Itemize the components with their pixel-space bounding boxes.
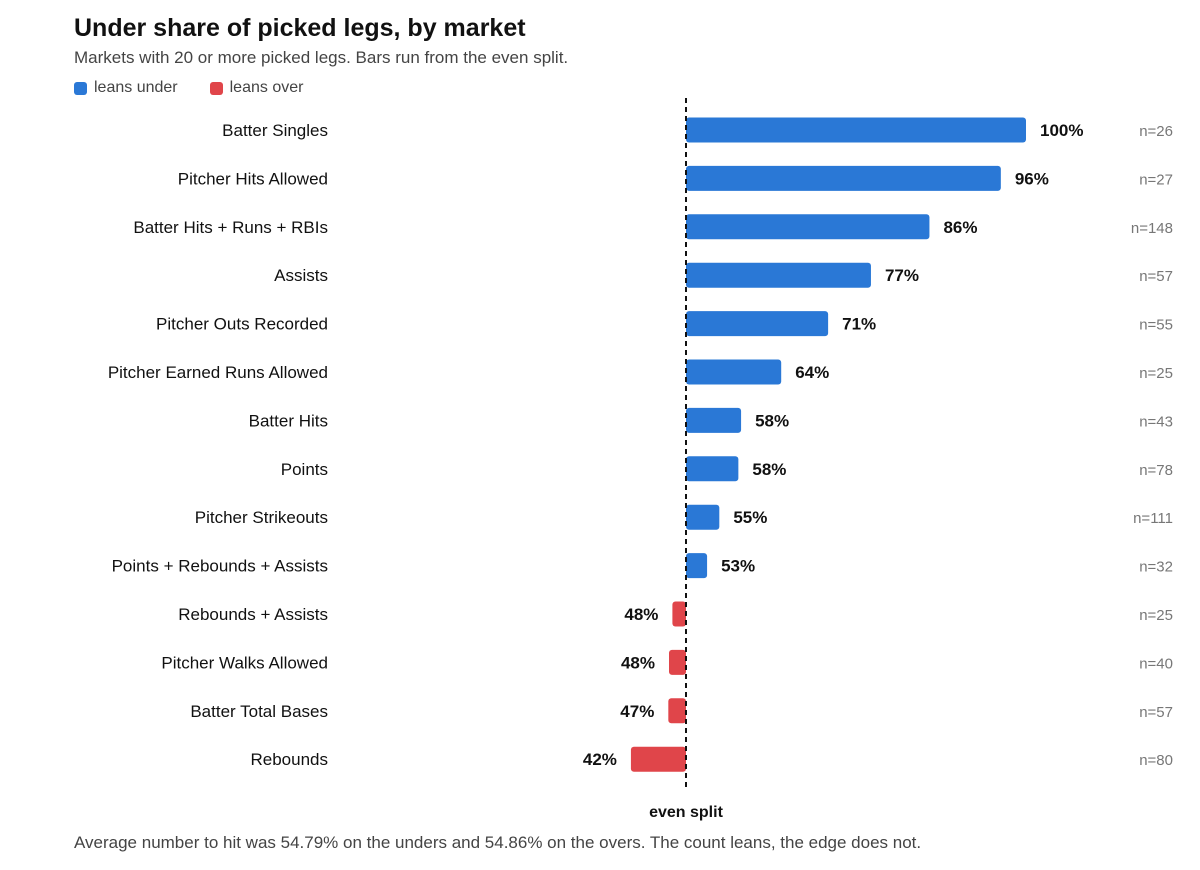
category-label: Pitcher Strikeouts: [195, 508, 328, 527]
sample-size-label: n=25: [1139, 365, 1173, 382]
sample-size-label: n=25: [1139, 607, 1173, 624]
bar: [686, 311, 829, 337]
bar: [686, 553, 708, 579]
category-label: Rebounds: [250, 750, 328, 769]
value-label: 55%: [733, 508, 767, 527]
legend: leans under leans over: [74, 79, 335, 97]
sample-size-label: n=57: [1139, 268, 1173, 285]
value-label: 47%: [620, 702, 654, 721]
sample-size-label: n=55: [1139, 317, 1173, 334]
category-label: Rebounds + Assists: [178, 605, 328, 624]
legend-label-over: leans over: [229, 79, 304, 96]
sample-size-label: n=43: [1139, 413, 1173, 430]
category-label: Points + Rebounds + Assists: [112, 557, 328, 576]
sample-size-label: n=40: [1139, 655, 1173, 672]
category-label: Pitcher Walks Allowed: [161, 653, 328, 672]
sample-size-label: n=78: [1139, 462, 1173, 479]
category-label: Pitcher Outs Recorded: [156, 315, 328, 334]
category-label: Pitcher Hits Allowed: [178, 169, 328, 188]
bar: [686, 165, 1001, 191]
bar: [668, 698, 686, 724]
bar: [672, 601, 686, 627]
value-label: 48%: [624, 605, 658, 624]
value-label: 71%: [842, 315, 876, 334]
legend-swatch-over: [209, 81, 223, 95]
sample-size-label: n=32: [1139, 559, 1173, 576]
even-split-label: even split: [649, 804, 723, 821]
chart-title: Under share of picked legs, by market: [74, 14, 526, 42]
legend-item-under: leans under: [74, 79, 178, 97]
bar: [686, 214, 930, 240]
chart-subtitle: Markets with 20 or more picked legs. Bar…: [74, 48, 569, 67]
bar: [686, 262, 871, 288]
sample-size-label: n=111: [1133, 510, 1173, 527]
category-label: Batter Total Bases: [190, 702, 328, 721]
category-label: Pitcher Earned Runs Allowed: [108, 363, 328, 382]
sample-size-label: n=27: [1139, 171, 1173, 188]
bar: [686, 456, 739, 482]
category-label: Points: [281, 460, 328, 479]
category-label: Batter Hits + Runs + RBIs: [133, 218, 328, 237]
value-label: 58%: [755, 411, 789, 430]
bar: [686, 504, 720, 530]
sample-size-label: n=57: [1139, 704, 1173, 721]
category-label: Batter Singles: [222, 121, 328, 140]
sample-size-label: n=26: [1139, 123, 1173, 140]
chart-footnote: Average number to hit was 54.79% on the …: [74, 833, 922, 852]
category-label: Batter Hits: [249, 411, 328, 430]
value-label: 100%: [1040, 121, 1083, 140]
category-label: Assists: [274, 266, 328, 285]
bar-chart: Batter Singles 100% n=26 Pitcher Hits Allow…: [108, 98, 1173, 821]
bar: [669, 649, 686, 675]
value-label: 53%: [721, 557, 755, 576]
legend-item-over: leans over: [209, 79, 304, 97]
bar: [686, 117, 1026, 143]
sample-size-label: n=80: [1139, 752, 1173, 769]
value-label: 77%: [885, 266, 919, 285]
bar: [630, 746, 686, 772]
legend-swatch-under: [74, 81, 87, 95]
bar: [686, 359, 782, 385]
legend-label-under: leans under: [94, 79, 178, 96]
value-label: 96%: [1015, 169, 1049, 188]
value-label: 64%: [795, 363, 829, 382]
value-label: 58%: [752, 460, 786, 479]
bar: [686, 407, 742, 433]
value-label: 48%: [621, 653, 655, 672]
sample-size-label: n=148: [1131, 220, 1173, 237]
value-label: 42%: [583, 750, 617, 769]
value-label: 86%: [943, 218, 977, 237]
